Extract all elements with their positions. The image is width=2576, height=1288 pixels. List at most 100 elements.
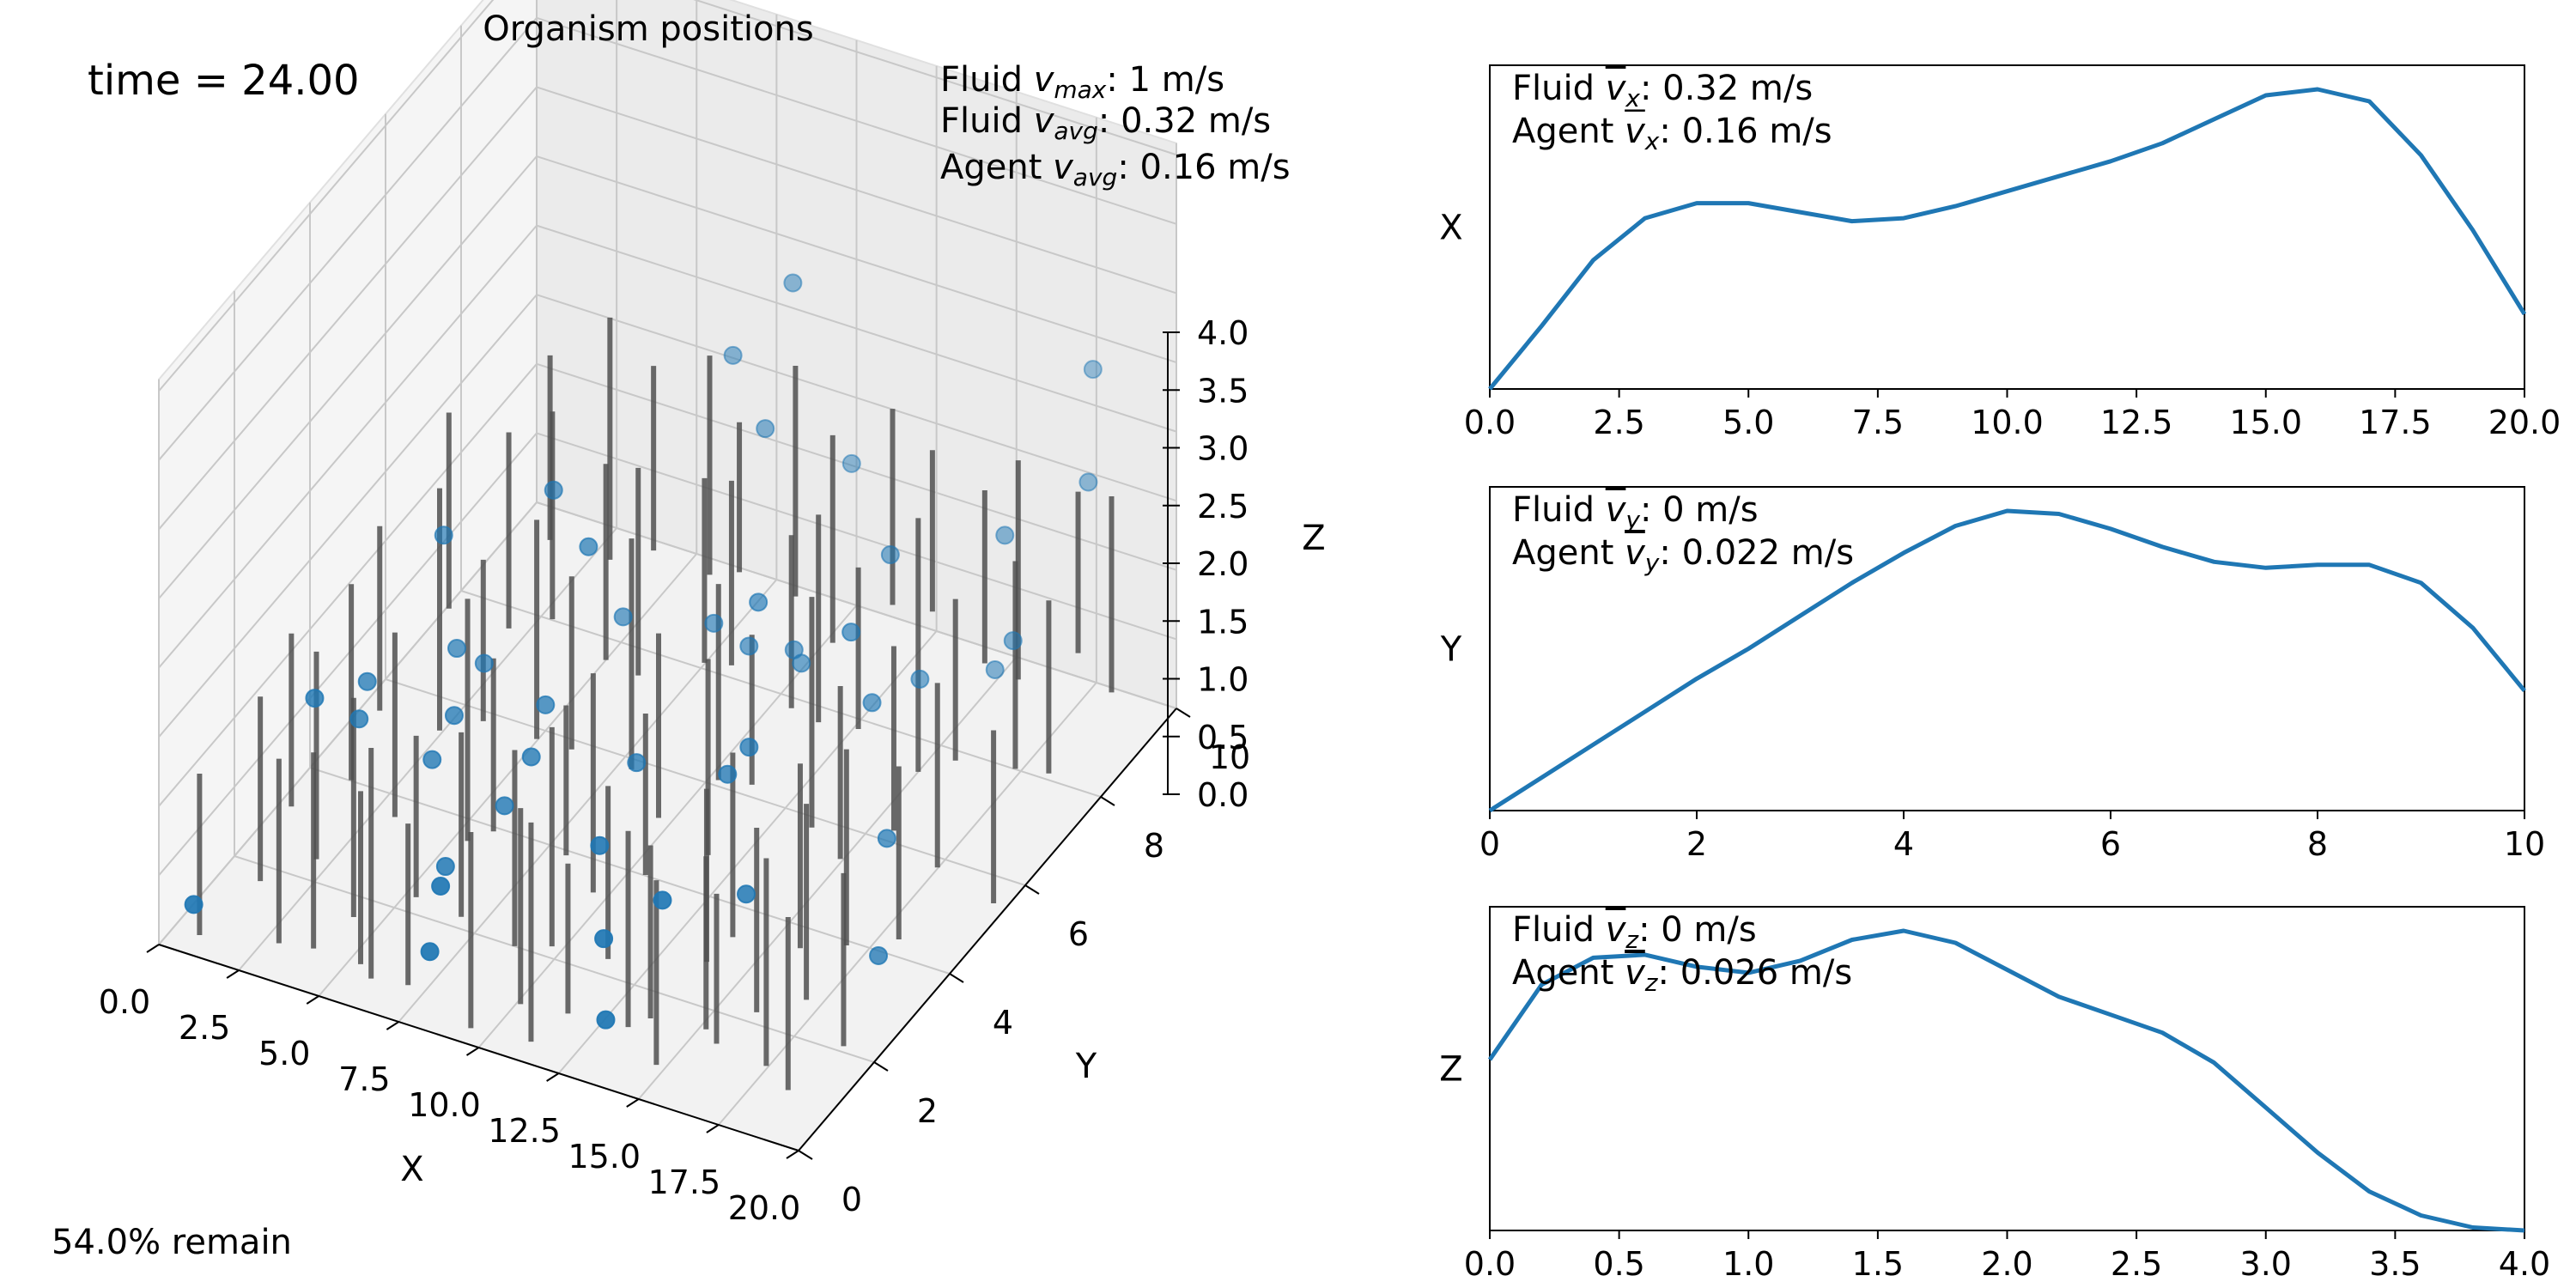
grid-line — [536, 362, 1177, 571]
x-tick-label: 8 — [2307, 825, 2328, 863]
organism-point — [704, 613, 724, 633]
organism-point — [544, 480, 563, 500]
x-tick-label: 5.0 — [1722, 404, 1774, 441]
velocity-annotation: Agent vx: 0.16 m/s — [1512, 112, 1832, 155]
x-tick-label: 3.0 — [2240, 1245, 2292, 1283]
y-tick — [1100, 796, 1115, 806]
x-tick — [306, 995, 319, 1005]
organism-point — [841, 623, 861, 642]
organism-point — [613, 607, 633, 627]
x-tick-label: 4 — [1893, 825, 1914, 863]
organism-point — [1078, 472, 1098, 492]
y-tick — [798, 1150, 813, 1160]
grid-line — [536, 155, 1177, 363]
x-tick-label: 17.5 — [648, 1163, 721, 1201]
x-tick-label: 7.5 — [338, 1060, 390, 1098]
fluid-vavg-label: Fluid vavg: 0.32 m/s — [940, 101, 1271, 145]
x-tick-label: 2.5 — [179, 1009, 230, 1047]
point-group — [184, 273, 1103, 1030]
organism-point — [627, 753, 647, 773]
organism-point — [447, 639, 466, 659]
plot-frame — [1489, 486, 2525, 811]
z-tick-label: 4.0 — [1197, 314, 1249, 352]
z-tick-label: 1.0 — [1197, 661, 1249, 699]
x-tick — [546, 1072, 560, 1082]
z-tick-label: 2.5 — [1197, 488, 1249, 526]
organism-point — [869, 945, 889, 965]
x-axis-line — [158, 944, 799, 1151]
x-tick-label: 12.5 — [2100, 404, 2173, 441]
organism-point — [431, 876, 451, 896]
organism-point — [739, 738, 759, 757]
x-tick-label: 7.5 — [1852, 404, 1904, 441]
y-axis-line — [798, 708, 1177, 1151]
grid-line — [536, 224, 1177, 433]
organism-point — [718, 764, 738, 784]
x-tick-label: 0.0 — [1464, 404, 1516, 441]
y-tick — [1024, 884, 1040, 895]
x-axis-label: X — [400, 1150, 423, 1189]
organism-point — [739, 636, 759, 656]
organism-point — [756, 419, 775, 439]
x-tick — [786, 1150, 799, 1159]
organism-point — [723, 345, 743, 365]
grid-line — [718, 682, 1097, 1126]
series-line — [1488, 508, 2526, 813]
organism-point — [880, 545, 900, 565]
x-tick — [465, 1047, 480, 1056]
line-panel-z: 0.0 0.5 1.0 1.5 2.0 2.5 3.0 3.5 4.0 Z Fluid vz: 0 … — [1439, 906, 2550, 1283]
fluid-vmax-label: Fluid vmax: 1 m/s — [940, 60, 1224, 104]
x-tick-label: 4.0 — [2499, 1245, 2550, 1283]
y-tick — [949, 973, 964, 983]
x-tick-label: 10.0 — [408, 1086, 481, 1124]
remain-label: 54.0% remain — [52, 1223, 292, 1262]
y-axis-label: Y — [1075, 1047, 1097, 1086]
organism-point — [1083, 360, 1103, 380]
z-axis-label: Z — [1302, 519, 1325, 558]
y-tick-label: 2 — [917, 1092, 938, 1130]
organism-point — [877, 829, 896, 848]
organism-point — [422, 750, 442, 769]
y-axis-label: Y — [1440, 630, 1462, 670]
x-tick-label: 2 — [1686, 825, 1707, 863]
grid-line — [158, 501, 538, 945]
y-axis-label: X — [1439, 209, 1462, 248]
grid-line — [158, 17, 538, 461]
organism-point — [594, 929, 614, 949]
y-tick-label: 4 — [993, 1004, 1013, 1042]
y-tick-label: 8 — [1144, 827, 1164, 865]
x-tick-label: 1.5 — [1852, 1245, 1904, 1283]
grid-line — [158, 432, 538, 877]
y-tick-label: 6 — [1068, 915, 1089, 953]
x-tick-label: 10 — [2504, 825, 2545, 863]
x-tick — [146, 944, 160, 953]
y-tick-label: 10 — [1209, 738, 1250, 776]
x-tick — [226, 969, 240, 979]
z-tick-label: 3.5 — [1197, 372, 1249, 410]
organism-point — [357, 671, 377, 691]
x-tick-label: 15.0 — [2229, 404, 2302, 441]
x-tick-label: 2.5 — [2111, 1245, 2162, 1283]
y-tick-label: 0 — [841, 1181, 862, 1218]
organism-point — [435, 857, 455, 877]
x-tick-label: 10.0 — [1971, 404, 2044, 441]
z-tick-label: 0.0 — [1197, 776, 1249, 814]
x-tick-label: 0.5 — [1593, 1245, 1644, 1283]
z-tick-label: 0.5 — [1197, 719, 1249, 756]
organism-point — [1003, 631, 1023, 651]
organism-point — [784, 640, 804, 659]
agent-vavg-label: Agent vavg: 0.16 m/s — [940, 148, 1291, 191]
organism-point — [985, 659, 1005, 679]
stalk-group — [197, 317, 1115, 1091]
x-tick-label: 0.0 — [1464, 1245, 1516, 1283]
organism-point — [420, 942, 440, 962]
x-tick-label: 20.0 — [728, 1189, 801, 1227]
organism-point — [495, 796, 514, 816]
x-tick-label: 20.0 — [2488, 404, 2561, 441]
grid-line — [536, 16, 1177, 225]
organism-point — [305, 689, 325, 708]
organism-point — [737, 884, 756, 904]
organism-point — [596, 1010, 616, 1030]
